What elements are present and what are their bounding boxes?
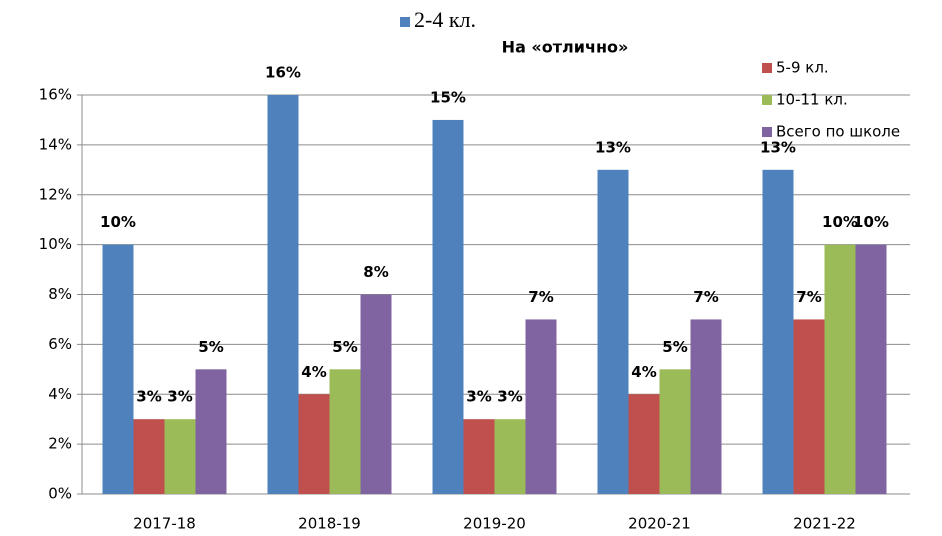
legend-swatch [762, 63, 772, 73]
legend-label: 5-9 кл. [776, 59, 829, 77]
bar [793, 319, 825, 494]
x-tick-label: 2017-18 [133, 515, 196, 533]
bar [432, 119, 464, 494]
value-label: 4% [631, 363, 656, 381]
bar [855, 244, 887, 494]
legend-swatch [762, 127, 772, 137]
legend-label: Всего по школе [776, 123, 900, 141]
x-tick-label: 2018-19 [298, 515, 361, 533]
y-tick-label: 8% [48, 285, 72, 303]
y-tick-label: 6% [48, 335, 72, 353]
value-label: 5% [332, 338, 357, 356]
bar [525, 319, 557, 494]
bar [597, 169, 629, 494]
legend-label: 10-11 кл. [776, 91, 848, 109]
value-label: 10% [853, 213, 889, 231]
bar [329, 369, 361, 494]
bar [102, 244, 134, 494]
bar [690, 319, 722, 494]
value-label: 13% [760, 138, 796, 156]
legend-label: 2-4 кл. [414, 7, 476, 32]
value-label: 16% [265, 64, 301, 82]
bar [659, 369, 691, 494]
bar [267, 95, 299, 494]
bar [164, 419, 196, 494]
value-label: 3% [167, 388, 192, 406]
bar [463, 419, 495, 494]
value-label: 15% [430, 88, 466, 106]
bar [494, 419, 526, 494]
value-label: 7% [693, 288, 718, 306]
value-label: 7% [528, 288, 553, 306]
value-label: 10% [100, 213, 136, 231]
legend-swatch [400, 17, 410, 27]
y-tick-label: 10% [39, 235, 72, 253]
value-label: 7% [796, 288, 821, 306]
value-label: 5% [662, 338, 687, 356]
value-label: 5% [198, 338, 223, 356]
x-tick-label: 2021-22 [793, 515, 856, 533]
bar [824, 244, 856, 494]
value-label: 13% [595, 138, 631, 156]
bar [133, 419, 165, 494]
bar [298, 394, 330, 494]
y-tick-label: 12% [39, 185, 72, 203]
bar [195, 369, 227, 494]
value-label: 8% [363, 263, 388, 281]
value-label: 4% [301, 363, 326, 381]
y-tick-label: 16% [39, 86, 72, 104]
chart-title: На «отлично» [502, 38, 629, 57]
y-tick-label: 2% [48, 435, 72, 453]
bar [762, 169, 794, 494]
x-tick-label: 2019-20 [463, 515, 526, 533]
y-tick-label: 0% [48, 485, 72, 503]
bar [360, 294, 392, 494]
y-tick-label: 4% [48, 385, 72, 403]
value-label: 10% [822, 213, 858, 231]
bar [628, 394, 660, 494]
value-label: 3% [497, 388, 522, 406]
y-tick-label: 14% [39, 135, 72, 153]
value-label: 3% [466, 388, 491, 406]
legend-swatch [762, 95, 772, 105]
value-label: 3% [136, 388, 161, 406]
x-tick-label: 2020-21 [628, 515, 691, 533]
